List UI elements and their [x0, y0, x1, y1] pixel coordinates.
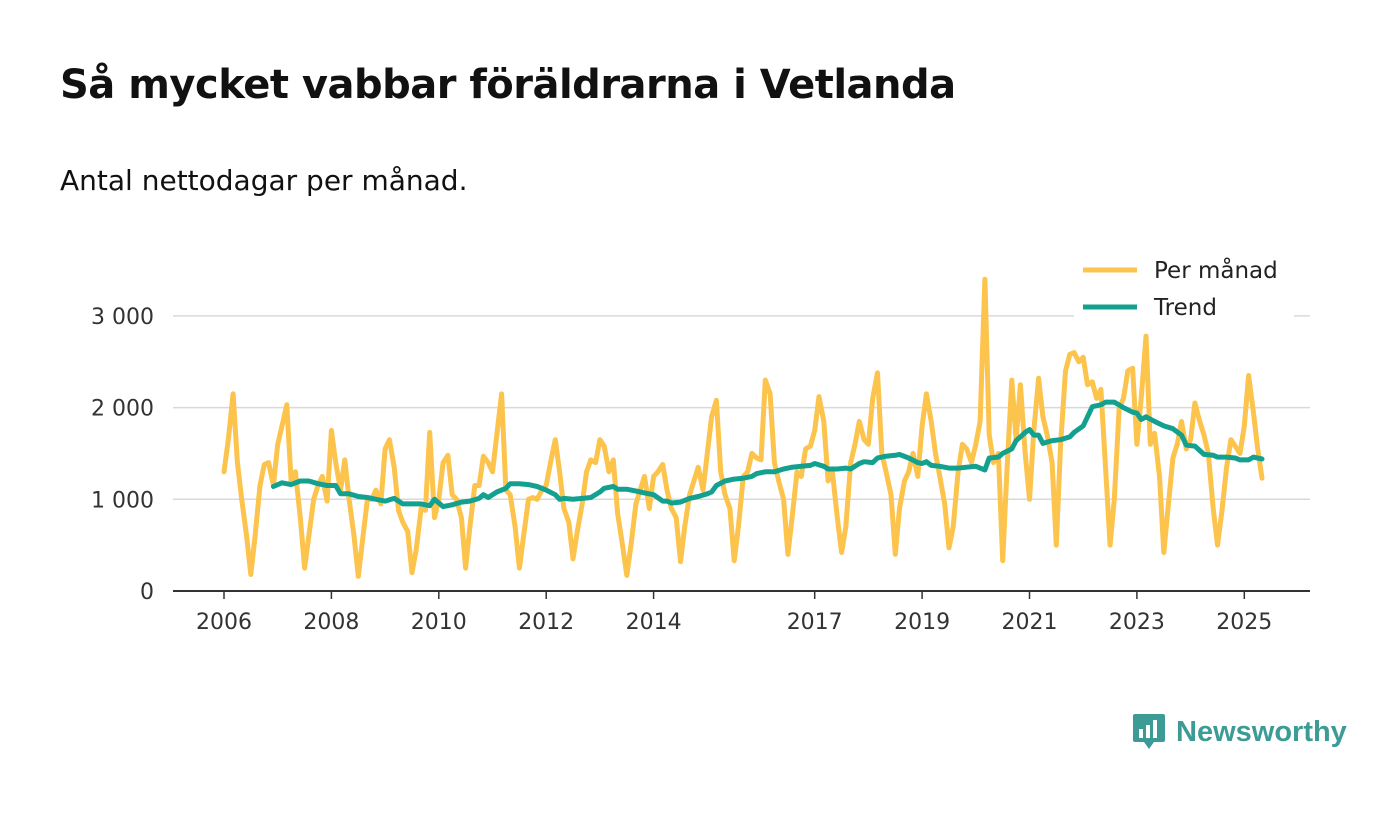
- series-line-per-manad: [221, 276, 1265, 579]
- chart-title: Så mycket vabbar föräldrarna i Vetlanda: [60, 62, 956, 108]
- x-tick-label: 2025: [1216, 610, 1272, 635]
- x-tick-label: 2017: [787, 610, 843, 635]
- y-tick-label: 0: [140, 580, 154, 605]
- x-axis-tick-labels: 2006 2008 2010 2012 2014 2017 2019 2021 2023 2025: [196, 591, 1272, 635]
- x-tick-label: 2012: [518, 610, 574, 635]
- series-line-trend: [270, 399, 1265, 510]
- x-tick-label: 2006: [196, 610, 252, 635]
- y-tick-label: 3 000: [91, 305, 154, 330]
- y-tick-label: 1 000: [91, 488, 154, 513]
- x-tick-label: 2023: [1109, 610, 1165, 635]
- brand-name: Newsworthy: [1176, 715, 1347, 748]
- series-lines: [221, 276, 1265, 579]
- x-tick-label: 2010: [411, 610, 467, 635]
- legend-label-per-manad: Per månad: [1154, 256, 1278, 284]
- x-tick-label: 2019: [894, 610, 950, 635]
- legend[interactable]: Per månad Trend: [1074, 254, 1294, 321]
- chart-subtitle: Antal nettodagar per månad.: [60, 164, 468, 197]
- x-tick-label: 2021: [1002, 610, 1058, 635]
- y-tick-label: 2 000: [91, 397, 154, 422]
- x-tick-label: 2008: [303, 610, 359, 635]
- newsworthy-chart-icon: [1133, 714, 1165, 749]
- newsworthy-logo[interactable]: Newsworthy: [1132, 712, 1347, 752]
- legend-label-trend: Trend: [1153, 295, 1217, 321]
- x-tick-label: 2014: [626, 610, 682, 635]
- y-axis-tick-labels: 0 1 000 2 000 3 000: [91, 305, 154, 605]
